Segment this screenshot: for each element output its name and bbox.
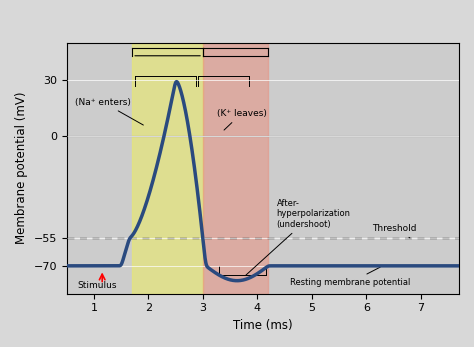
Text: Threshold: Threshold (372, 224, 416, 238)
Bar (203, 43, 268, 294)
Text: Stimulus: Stimulus (77, 281, 117, 290)
Y-axis label: Membrane potential (mV): Membrane potential (mV) (15, 92, 28, 245)
Text: (Na⁺ enters): (Na⁺ enters) (75, 98, 143, 125)
Text: After-
hyperpolarization
(undershoot): After- hyperpolarization (undershoot) (246, 199, 350, 275)
Text: (K⁺ leaves): (K⁺ leaves) (217, 109, 266, 130)
Bar (132, 43, 203, 294)
Text: Resting membrane potential: Resting membrane potential (290, 267, 410, 287)
X-axis label: Time (ms): Time (ms) (233, 319, 293, 332)
